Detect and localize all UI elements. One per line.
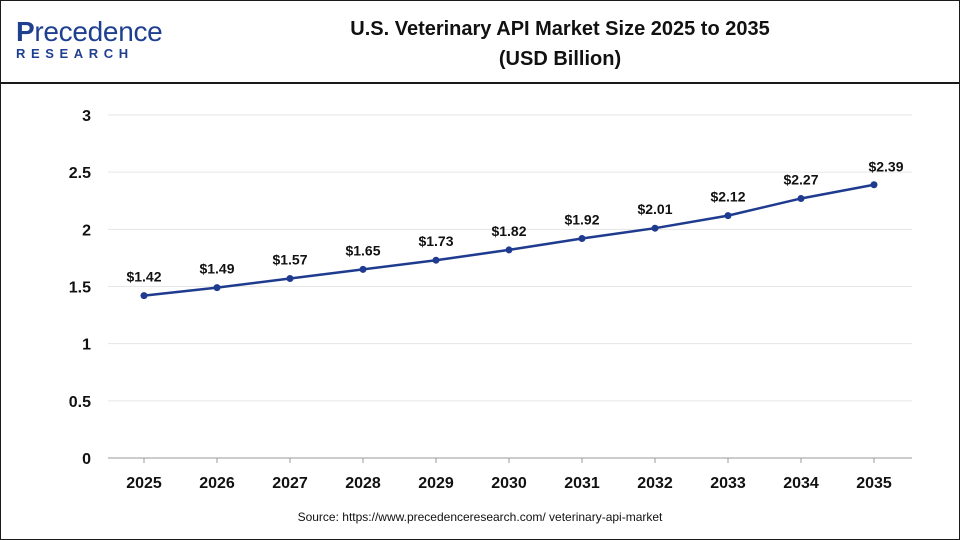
gridlines (108, 114, 912, 402)
y-tick-label: 1 (82, 337, 91, 354)
data-point (286, 274, 294, 282)
x-tick-label: 2027 (272, 475, 308, 492)
data-point (651, 224, 659, 232)
data-label: $2.12 (710, 189, 745, 205)
x-tick-label: 2032 (637, 475, 673, 492)
x-axis: 2025 2026 2027 2028 2029 2030 2031 2032 2033 2034… (108, 457, 912, 492)
y-axis: 0 0.5 1 1.5 2 2.5 3 (69, 108, 91, 468)
x-tick-label: 2030 (491, 475, 527, 492)
data-point (797, 194, 805, 202)
x-tick-label: 2028 (345, 475, 381, 492)
x-tick-label: 2025 (126, 475, 162, 492)
data-points (140, 181, 878, 300)
chart-title: U.S. Veterinary API Market Size 2025 to … (160, 14, 960, 74)
logo-wordmark: Precedence (16, 16, 163, 47)
data-label: $1.92 (564, 211, 599, 227)
series-line (143, 183, 875, 297)
data-point (505, 246, 513, 254)
y-tick-label: 2.5 (69, 165, 91, 182)
data-point (578, 234, 586, 242)
chart-title-line1: U.S. Veterinary API Market Size 2025 to … (350, 18, 770, 40)
data-label: $2.39 (868, 159, 903, 175)
x-tick-label: 2029 (418, 475, 454, 492)
data-label: $2.27 (783, 171, 818, 187)
data-label: $1.49 (199, 261, 234, 277)
data-point (213, 284, 221, 292)
data-label: $2.01 (637, 201, 672, 217)
logo-initial: P (16, 16, 35, 47)
data-point (870, 181, 878, 189)
data-label: $1.73 (418, 233, 453, 249)
data-point (724, 212, 732, 220)
source-note: Source: https://www.precedenceresearch.c… (297, 510, 663, 524)
y-tick-label: 0 (82, 451, 91, 468)
data-labels: $1.42 $1.49 $1.57 $1.65 $1.73 $1.82 $1.92 $2.01… (126, 159, 903, 285)
y-tick-label: 0.5 (69, 394, 91, 411)
data-label: $1.82 (491, 223, 526, 239)
logo-rest: recedence (34, 16, 163, 47)
x-tick-label: 2035 (856, 475, 892, 492)
data-label: $1.42 (126, 269, 161, 285)
data-point (359, 265, 367, 273)
chart-title-line2: (USD Billion) (498, 48, 622, 70)
y-tick-label: 2 (82, 222, 91, 239)
series-polyline (143, 183, 875, 297)
x-tick-label: 2026 (199, 475, 235, 492)
x-tick-label: 2031 (564, 475, 600, 492)
data-point (140, 292, 148, 300)
x-tick-label: 2033 (710, 475, 746, 492)
brand-logo: Precedence RESEARCH (16, 16, 163, 61)
data-point (432, 256, 440, 264)
y-tick-label: 3 (82, 108, 91, 125)
data-label: $1.57 (272, 251, 307, 267)
y-tick-label: 1.5 (69, 280, 91, 297)
x-tick-label: 2034 (783, 475, 819, 492)
header: Precedence RESEARCH U.S. Veterinary API … (0, 0, 960, 84)
logo-subtitle: RESEARCH (16, 46, 134, 61)
data-label: $1.65 (345, 242, 380, 258)
